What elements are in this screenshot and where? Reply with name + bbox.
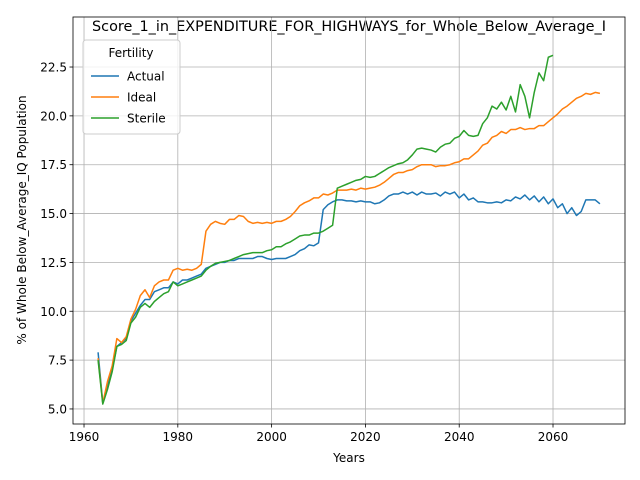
legend-label: Sterile [127,112,166,126]
x-axis-label: Years [332,451,365,465]
series-line [97,91,601,404]
y-tick-label: 15.0 [40,207,67,221]
x-tick-label: 2020 [350,430,381,444]
x-tick-label: 1960 [69,430,100,444]
series-line [97,54,554,405]
y-tick-label: 12.5 [40,256,67,270]
y-tick-label: 17.5 [40,158,67,172]
y-tick-label: 7.5 [48,354,67,368]
x-tick-label: 2060 [538,430,569,444]
legend-label: Actual [127,70,165,84]
x-tick-label: 2000 [256,430,287,444]
y-tick-label: 10.0 [40,305,67,319]
y-axis-label: % of Whole Below_Average_IQ Population [15,95,29,344]
legend: Fertility Actual Ideal Sterile [82,39,181,135]
x-tick-label: 1980 [163,430,194,444]
series-line [97,191,601,404]
axes-frame [72,16,626,425]
y-tick-label: 22.5 [40,61,67,75]
y-tick-label: 20.0 [40,109,67,123]
x-tick-label: 2040 [444,430,475,444]
legend-box [82,39,181,135]
legend-title: Fertility [108,46,153,60]
legend-label: Ideal [127,91,156,105]
chart-title: Score_1_in_EXPENDITURE_FOR_HIGHWAYS_for_… [92,19,606,35]
y-tick-label: 5.0 [48,402,67,416]
